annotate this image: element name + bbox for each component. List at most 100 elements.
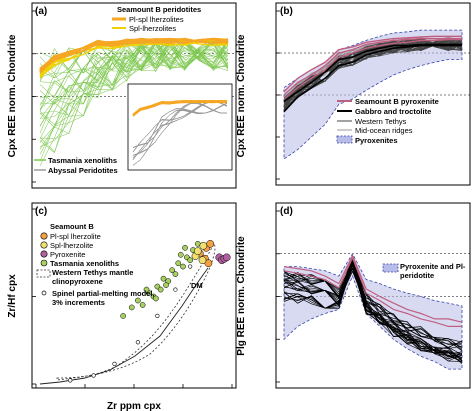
panel-d-tag: (d)	[280, 206, 293, 217]
plg-seamount-b-line	[283, 256, 462, 327]
plg-gabbro-line	[283, 260, 463, 360]
western-tethys-line	[283, 38, 463, 108]
legend-c-item-1: Spl-lherzolite	[50, 241, 93, 250]
point-3-19	[163, 282, 169, 288]
legend-b-item-1: Gabbro and troctolite	[355, 107, 431, 116]
point-1-3	[199, 241, 208, 250]
panel-b-ylabel: Cpx REE norm. Chondrite	[236, 34, 247, 157]
panel-a-yticks	[32, 10, 36, 183]
panel-a-inset-frame	[127, 83, 233, 171]
panel-d-ylabel: Plg REE norm. Chondrite	[236, 236, 247, 356]
plg-gabbro-line	[283, 264, 463, 343]
melting-step-5	[173, 287, 178, 292]
dm-label: DM	[191, 281, 203, 290]
legend-d-item-wrap: Pyroxenite and Pl-peridotite	[400, 262, 466, 280]
pl-spl-lherzolite-line	[39, 38, 229, 71]
panel-d-lines	[283, 254, 463, 365]
point-3-8	[160, 275, 167, 282]
point-2-3	[222, 253, 231, 262]
legend-c-marker-4	[36, 269, 51, 278]
legend-c-item-5-wrap: Spinel partial-melting model, 3% increme…	[52, 289, 155, 307]
point-1-2	[198, 256, 207, 265]
melting-model-steps	[68, 264, 193, 383]
panel-a-lines	[39, 37, 229, 167]
point-3-11	[172, 271, 179, 278]
panel-a: (a) Cpx REE norm. Chondrite Seamount B p…	[7, 2, 237, 189]
legend-b-item-3: Mid-ocean ridges	[355, 126, 413, 135]
point-3-20	[153, 295, 159, 302]
plg-gabbro-line	[283, 260, 463, 361]
point-3-3	[139, 302, 146, 308]
point-3-23	[182, 244, 188, 251]
point-3-0	[120, 313, 126, 319]
tasmania-line	[39, 39, 229, 140]
point-3-15	[187, 257, 194, 264]
legend-b-item-2: Western Tethys	[355, 117, 407, 126]
panel-c-ticks	[32, 208, 233, 388]
legend-a-item-0: Pl-spl lherzolites	[129, 15, 184, 24]
plg-gabbro-line	[283, 260, 463, 362]
legend-c-marker-1	[40, 241, 48, 249]
legend-d-swatch	[382, 263, 399, 273]
panel-a-tag: (a)	[35, 6, 47, 17]
abyssal-peridotite-line	[132, 103, 227, 156]
tasmania-line	[39, 40, 229, 143]
legend-c-marker-3	[40, 259, 48, 267]
legend-c-marker-0	[40, 232, 48, 240]
plg-seamount-b-line	[283, 254, 463, 323]
legend-c-item-2: Pyroxenite	[50, 250, 85, 259]
panel-c-ylabel: Zr/Hf cpx	[7, 274, 18, 318]
inset-pl-spl-line	[132, 99, 228, 117]
legend-a-title: Seamount B peridotites	[117, 5, 201, 14]
legend-c-marker-5	[41, 290, 47, 296]
panel-b-yticks	[276, 10, 280, 180]
legend-c-title: Seamount B	[50, 222, 94, 231]
melting-step-3	[135, 340, 140, 345]
point-3-22	[177, 251, 184, 258]
point-1-1	[193, 247, 202, 255]
legend-c-marker-2	[40, 250, 48, 258]
panel-c-frame	[31, 202, 237, 389]
panel-a-ylabel: Cpx REE norm. Chondrite	[7, 34, 18, 157]
point-3-2	[135, 297, 141, 304]
legend-b-item-0: Seamount B pyroxenite	[355, 97, 439, 106]
legend-c-item-4: Western Tethys mantle clinopyroxene	[52, 268, 134, 286]
panel-c-tag: (c)	[35, 206, 47, 217]
seamount-b-pyroxenite-line	[283, 35, 462, 93]
abyssal-peridotite-line	[132, 102, 228, 158]
panel-c-xlabel: Zr ppm cpx	[107, 401, 161, 411]
seamount-b-pyroxenite-line	[283, 38, 462, 100]
panel-b-tag: (b)	[280, 6, 293, 17]
panel-d: (d) Plg REE norm. Chondrite Pyroxenite a…	[236, 202, 471, 389]
point-3-21	[143, 286, 150, 293]
panel-a-inset	[132, 99, 228, 166]
melting-step-6	[188, 264, 193, 269]
point-3-1	[128, 304, 135, 311]
legend-a-item-1: Spl-lherzolites	[129, 24, 176, 33]
melting-step-4	[155, 313, 160, 319]
melting-step-1	[91, 373, 96, 378]
legend-c-item-3: Tasmania xenoliths	[50, 259, 119, 268]
legend-a-item-3: Abyssal Peridotites	[48, 166, 118, 175]
panel-b-lines	[283, 35, 463, 113]
legend-c-item-4-wrap: Western Tethys mantle clinopyroxene	[52, 268, 134, 286]
point-3-7	[157, 286, 164, 293]
legend-b-item-4: Pyroxenites	[355, 136, 398, 145]
panel-c-points	[120, 239, 231, 319]
tasmania-line	[39, 43, 229, 147]
point-0-4	[206, 239, 215, 248]
legend-c-item-5: Spinel partial-melting model, 3% increme…	[52, 289, 155, 307]
plg-gabbro-line	[283, 263, 463, 355]
melting-step-2	[112, 361, 117, 366]
panel-b: (b) Cpx REE norm. Chondrite Seamount B p…	[236, 2, 471, 186]
legend-a-item-2: Tasmania xenoliths	[48, 156, 117, 165]
tasmania-line	[39, 39, 229, 105]
point-3-13	[180, 263, 186, 270]
gabbro-troctolite-line	[283, 43, 462, 103]
legend-b-swatch-4	[336, 135, 353, 144]
point-3-12	[175, 260, 182, 267]
legend-d-item: Pyroxenite and Pl-peridotite	[400, 262, 466, 280]
panel-d-yticks	[276, 210, 280, 383]
panel-c: (c) DM Zr/Hf cpx Zr ppm cpx Seamount B P…	[7, 202, 237, 411]
